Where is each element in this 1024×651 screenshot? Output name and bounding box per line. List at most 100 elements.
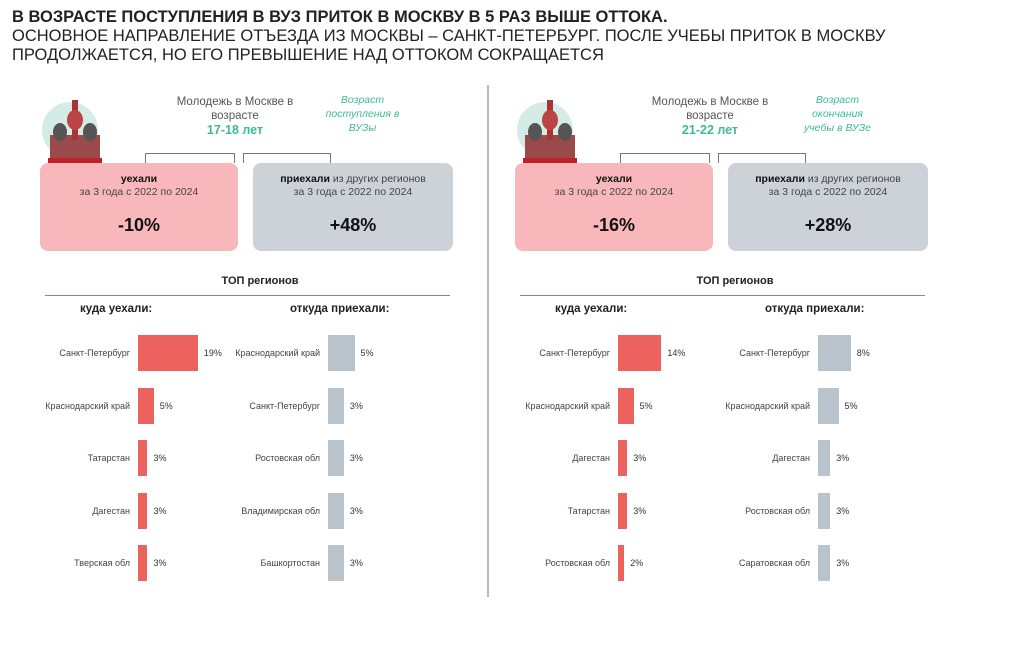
bar-label: Ростовская обл — [255, 453, 320, 463]
bar-value-label: 3% — [153, 505, 167, 516]
outflow-chart-title: куда уехали: — [80, 303, 153, 315]
bracket-right — [243, 153, 331, 163]
bar-value-label: 3% — [349, 558, 363, 568]
bar-value-label: 3% — [153, 453, 167, 463]
inflow-box: приехали из других регионов за 3 года с … — [728, 163, 928, 251]
bar-row: Дагестан 3% — [510, 440, 646, 476]
bar-label: Санкт-Петербург — [739, 348, 810, 358]
bar-value-label: 3% — [349, 400, 363, 411]
bar-row: Краснодарский край 5% — [35, 387, 173, 424]
bar-label: Татарстан — [567, 505, 610, 516]
bar-value-label: 3% — [836, 453, 850, 463]
inflow-value: +48% — [329, 215, 377, 235]
bar — [138, 545, 148, 581]
bar-label: Дагестан — [772, 453, 810, 463]
bar-row: Саратовская обл 3% — [510, 545, 849, 581]
inflow-label-rest: из других регионов — [329, 173, 426, 185]
bar-value-label: 3% — [633, 453, 647, 463]
outflow-label: уехали — [120, 173, 158, 185]
bar-label: Санкт-Петербург — [249, 400, 320, 411]
bar-row: Ростовская обл 3% — [35, 440, 363, 476]
bar-label: Саратовская обл — [738, 558, 810, 568]
bar-label: Ростовская обл — [745, 505, 810, 516]
bar-label: Санкт-Петербург — [539, 348, 610, 358]
outflow-value: -10% — [117, 215, 161, 235]
bar — [618, 440, 628, 476]
bar-label: Ростовская обл — [545, 558, 610, 568]
youth-caption: Молодежь в Москве в возрасте 17-18 лет — [175, 95, 295, 137]
bar-value-label: 5% — [639, 400, 653, 411]
bar-row: Татарстан 3% — [35, 440, 166, 476]
inflow-box: приехали из других регионов за 3 года с … — [253, 163, 453, 251]
bar-row: Краснодарский край 5% — [510, 387, 858, 424]
heading-rule — [520, 295, 925, 296]
bar — [618, 335, 662, 371]
outflow-period: за 3 года с 2022 по 2024 — [554, 186, 674, 198]
page-title: В возрасте поступления в ВУЗ приток в Мо… — [12, 8, 886, 65]
bar-label: Краснодарский край — [45, 400, 130, 411]
bar-row: Краснодарский край 5% — [35, 335, 374, 371]
bar-row: Санкт-Петербург 14% — [510, 335, 685, 371]
bar-label: Владимирская обл — [241, 505, 320, 516]
bar-row: Башкортостан 3% — [35, 545, 363, 581]
bar-row: Краснодарский край 5% — [510, 387, 653, 424]
bar — [328, 492, 344, 529]
bar — [138, 387, 154, 424]
age-note: Возраст окончания учебы в ВУЗе — [804, 94, 871, 134]
bar-value-label: 8% — [856, 348, 870, 358]
bar-row: Санкт-Петербург 3% — [35, 387, 363, 424]
bar-row: Санкт-Петербург 19% — [35, 335, 222, 371]
bracket-left — [145, 153, 235, 163]
youth-caption: Молодежь в Москве в возрасте 21-22 лет — [650, 95, 770, 137]
bar-label: Татарстан — [87, 453, 130, 463]
bar-label: Краснодарский край — [525, 400, 610, 411]
bar-value-label: 19% — [203, 348, 222, 358]
bar — [818, 492, 831, 529]
panel-1: Молодежь в Москве в возрасте 17-18 лет Во… — [35, 85, 485, 605]
inflow-label-rest: из других регионов — [804, 173, 901, 185]
title-line-2: Основное направление отъезда из Москвы –… — [12, 27, 886, 45]
bar-value-label: 5% — [360, 348, 374, 358]
bracket-left — [620, 153, 710, 163]
bar — [818, 545, 831, 581]
inflow-chart-title: откуда приехали: — [290, 303, 390, 315]
bar-value-label: 5% — [159, 400, 173, 411]
bar — [138, 492, 148, 529]
bar — [328, 335, 355, 371]
inflow-chart-title: откуда приехали: — [765, 303, 865, 315]
panel-2: Молодежь в Москве в возрасте 21-22 лет Во… — [510, 85, 960, 605]
outflow-box: уехали за 3 года с 2022 по 2024 -10% — [40, 163, 238, 251]
outflow-period: за 3 года с 2022 по 2024 — [79, 186, 199, 198]
inflow-period: за 3 года с 2022 по 2024 — [768, 186, 888, 198]
bar-value-label: 3% — [153, 558, 167, 568]
bar — [818, 440, 831, 476]
bar-row: Ростовская обл 2% — [510, 545, 643, 581]
bar-value-label: 3% — [836, 558, 850, 568]
bar-row: Владимирская обл 3% — [35, 492, 363, 529]
bar-row: Дагестан 3% — [35, 492, 167, 529]
bar — [818, 335, 851, 371]
bar-label: Тверская обл — [74, 558, 130, 568]
bar-value-label: 3% — [633, 505, 647, 516]
bracket-right — [718, 153, 806, 163]
inflow-period: за 3 года с 2022 по 2024 — [293, 186, 413, 198]
bar-value-label: 2% — [630, 558, 644, 568]
bar — [138, 335, 198, 371]
age-range: 17-18 лет — [206, 123, 264, 137]
bar — [618, 545, 625, 581]
bar — [618, 492, 628, 529]
heading-rule — [45, 295, 450, 296]
inflow-label: приехали — [755, 173, 805, 185]
bar — [328, 387, 344, 424]
title-line-3: продолжается, но его превышение над отто… — [12, 46, 604, 64]
bar-row: Тверская обл 3% — [35, 545, 166, 581]
bar-label: Краснодарский край — [725, 400, 810, 411]
inflow-value: +28% — [804, 215, 852, 235]
bar-value-label: 3% — [349, 505, 363, 516]
title-line-1: В возрасте поступления в ВУЗ приток в Мо… — [12, 8, 668, 26]
bar — [328, 440, 344, 476]
bar — [618, 387, 634, 424]
moscow-castle-icon — [515, 90, 585, 175]
bar-row: Татарстан 3% — [510, 492, 647, 529]
bar-label: Дагестан — [92, 505, 130, 516]
